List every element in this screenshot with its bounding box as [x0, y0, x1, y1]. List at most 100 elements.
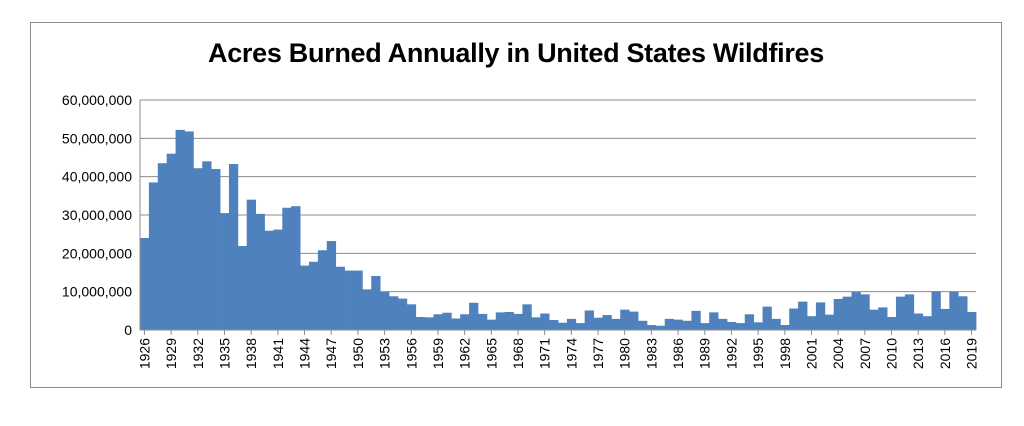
- bar: [237, 246, 248, 330]
- bar: [246, 199, 257, 330]
- chart-title: Acres Burned Annually in United States W…: [208, 38, 824, 68]
- bar: [593, 317, 603, 330]
- bar: [753, 322, 763, 330]
- x-tick-label: 1953: [377, 338, 393, 369]
- bar: [611, 318, 621, 330]
- y-tick-label: 0: [124, 322, 132, 338]
- bar: [655, 325, 666, 330]
- x-tick-label: 2010: [884, 338, 900, 369]
- bar: [958, 296, 968, 330]
- bar: [709, 312, 719, 330]
- bar: [193, 168, 203, 330]
- y-tick-label: 20,000,000: [62, 245, 132, 261]
- bar: [380, 292, 390, 330]
- x-tick-label: 2013: [910, 338, 926, 369]
- bar: [291, 206, 301, 330]
- bar: [273, 229, 283, 330]
- bar: [166, 153, 176, 330]
- y-tick-label: 40,000,000: [62, 169, 132, 185]
- bar: [389, 296, 399, 330]
- bar: [673, 319, 683, 330]
- bar: [317, 250, 328, 330]
- x-tick-label: 1938: [243, 338, 259, 369]
- bar: [397, 298, 408, 330]
- x-tick-label: 1947: [323, 338, 339, 369]
- x-tick-label: 1962: [457, 338, 473, 369]
- bar: [415, 316, 425, 330]
- x-tick-label: 1929: [163, 338, 179, 369]
- bar: [878, 307, 888, 330]
- bar: [798, 301, 808, 330]
- x-tick-label: 1941: [270, 338, 286, 369]
- bar: [424, 317, 434, 330]
- bar: [771, 318, 781, 330]
- bar: [148, 182, 159, 330]
- bar: [264, 230, 274, 330]
- bar: [513, 313, 523, 330]
- x-tick-label: 1995: [750, 338, 766, 369]
- bar: [575, 323, 586, 330]
- bar: [175, 129, 185, 330]
- bar: [780, 325, 790, 330]
- x-tick-label: 1992: [723, 338, 739, 369]
- bar: [762, 306, 772, 330]
- bar: [913, 313, 924, 330]
- bars: [140, 129, 977, 330]
- bar: [833, 298, 843, 330]
- bar: [949, 291, 959, 330]
- bar: [211, 169, 221, 330]
- bar: [718, 318, 728, 330]
- bar: [700, 323, 710, 330]
- bar: [255, 213, 265, 330]
- x-tick-label: 1968: [510, 338, 526, 369]
- bar: [931, 291, 941, 330]
- y-tick-label: 10,000,000: [62, 284, 132, 300]
- bar: [887, 316, 897, 330]
- bar: [549, 320, 559, 330]
- bar: [140, 238, 150, 330]
- bar: [300, 265, 310, 330]
- bar: [202, 161, 212, 330]
- x-tick-label: 1974: [563, 338, 579, 369]
- x-tick-label: 2001: [803, 338, 819, 369]
- bar: [851, 292, 861, 330]
- x-tick-label: 1935: [216, 338, 232, 369]
- bar: [371, 275, 381, 330]
- y-tick-label: 50,000,000: [62, 130, 132, 146]
- bar: [335, 266, 345, 330]
- bar: [735, 323, 746, 330]
- bar: [940, 308, 950, 330]
- bar: [744, 314, 755, 330]
- bar: [504, 311, 514, 330]
- bar: [629, 311, 639, 330]
- bar: [442, 312, 452, 330]
- bar: [922, 316, 932, 330]
- bar: [638, 320, 648, 330]
- y-tick-label: 30,000,000: [62, 207, 132, 223]
- x-tick-label: 2016: [937, 338, 953, 369]
- x-tick-label: 2019: [964, 338, 980, 369]
- x-tick-label: 1950: [350, 338, 366, 369]
- bar: [308, 261, 319, 330]
- bar: [789, 308, 799, 330]
- bar: [566, 318, 577, 330]
- bar: [451, 318, 461, 330]
- x-tick-label: 1971: [537, 338, 553, 369]
- bar: [228, 164, 239, 330]
- bar: [433, 314, 443, 330]
- bar: [477, 313, 488, 330]
- x-tick-label: 1977: [590, 338, 606, 369]
- bar: [540, 313, 550, 330]
- x-tick-label: 1998: [777, 338, 793, 369]
- bar: [486, 319, 497, 330]
- x-tick-labels: 1926 1929 1932 1935 1938 1941 1944 1947 1950 1953…: [136, 338, 979, 369]
- x-tick-label: 1989: [697, 338, 713, 369]
- x-tick-label: 2007: [857, 338, 873, 369]
- axes: [139, 100, 976, 335]
- bar: [157, 163, 168, 330]
- x-tick-label: 1926: [136, 338, 152, 369]
- bar: [620, 309, 630, 330]
- bar: [460, 314, 470, 330]
- bar: [184, 131, 194, 330]
